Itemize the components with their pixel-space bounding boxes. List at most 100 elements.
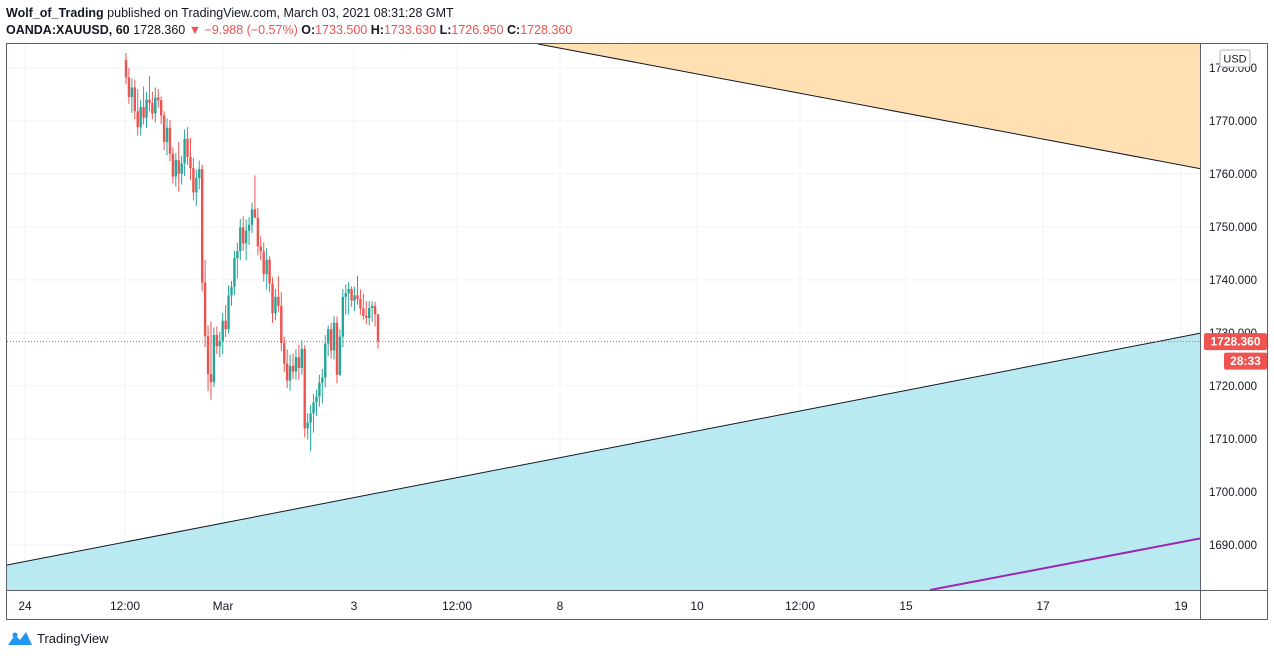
candle bbox=[324, 335, 327, 388]
candle-body bbox=[303, 348, 306, 429]
price-tick-label: 1740.000 bbox=[1209, 275, 1257, 287]
footer-branding[interactable]: TradingView bbox=[7, 628, 109, 648]
price-axis[interactable]: 1780.0001770.0001760.0001750.0001740.000… bbox=[1209, 63, 1257, 552]
candle-body bbox=[145, 99, 148, 118]
candles-group bbox=[124, 53, 380, 452]
candle bbox=[186, 127, 189, 165]
candle bbox=[221, 312, 224, 355]
candle bbox=[139, 99, 142, 136]
candle bbox=[177, 142, 180, 192]
candle-body bbox=[256, 217, 260, 247]
author-name[interactable]: Wolf_of_Trading bbox=[6, 6, 104, 20]
candle bbox=[326, 325, 330, 357]
candle-body bbox=[165, 127, 169, 143]
candle-body bbox=[195, 178, 198, 193]
candle bbox=[256, 207, 260, 256]
candle-body bbox=[350, 288, 353, 301]
candle bbox=[365, 301, 368, 325]
candle bbox=[233, 250, 236, 295]
candle-body bbox=[268, 259, 271, 284]
lower-trend-line[interactable] bbox=[7, 332, 1200, 566]
candle bbox=[171, 147, 175, 184]
purple-trend-line[interactable] bbox=[929, 537, 1200, 591]
candle-body bbox=[189, 156, 192, 169]
candle bbox=[277, 276, 280, 313]
candle bbox=[283, 336, 286, 373]
candle-body bbox=[198, 169, 201, 179]
candle bbox=[236, 242, 239, 279]
candle-body bbox=[139, 107, 142, 128]
candle bbox=[215, 326, 219, 355]
candle-body bbox=[309, 413, 312, 423]
candle-body bbox=[344, 293, 347, 297]
candle bbox=[318, 374, 321, 407]
candle bbox=[148, 75, 151, 112]
down-arrow-icon: ▼ bbox=[188, 23, 202, 37]
candle bbox=[291, 353, 295, 380]
candle-body bbox=[306, 422, 309, 429]
candle bbox=[373, 301, 377, 327]
upper-trend-line[interactable] bbox=[537, 44, 1200, 170]
candle-body bbox=[329, 329, 333, 351]
candle-body bbox=[362, 308, 365, 316]
candle bbox=[265, 248, 268, 290]
candle bbox=[338, 329, 342, 376]
tradingview-logo-icon bbox=[8, 632, 32, 645]
candle bbox=[239, 218, 242, 261]
candle bbox=[315, 389, 318, 417]
candle-body bbox=[262, 251, 265, 275]
candle bbox=[189, 137, 192, 180]
candle bbox=[341, 288, 345, 348]
candle bbox=[168, 119, 172, 162]
candle bbox=[268, 256, 271, 293]
candle bbox=[332, 315, 336, 360]
candle bbox=[288, 354, 292, 391]
candle-body bbox=[236, 251, 239, 259]
candle bbox=[162, 111, 166, 151]
candle bbox=[300, 340, 304, 375]
candle-body bbox=[130, 87, 134, 98]
candle-body bbox=[209, 374, 213, 383]
candle-body bbox=[294, 357, 298, 372]
low-value: 1726.950 bbox=[451, 23, 504, 37]
candle bbox=[368, 301, 371, 326]
candle bbox=[230, 280, 233, 306]
candle-body bbox=[218, 340, 221, 347]
candle-body bbox=[230, 286, 233, 296]
candle bbox=[198, 160, 201, 190]
candle bbox=[309, 404, 312, 452]
candle bbox=[253, 175, 257, 218]
candle-body bbox=[285, 363, 289, 381]
candle-body bbox=[154, 97, 157, 114]
candle bbox=[271, 277, 274, 323]
time-tick-label: 12:00 bbox=[442, 599, 472, 613]
candle-body bbox=[127, 77, 131, 98]
time-tick-label: 17 bbox=[1036, 599, 1050, 613]
candle bbox=[124, 53, 128, 85]
candle-body bbox=[341, 296, 345, 337]
time-tick-label: 15 bbox=[899, 599, 913, 613]
low-label: L: bbox=[439, 23, 452, 37]
candle bbox=[297, 345, 301, 381]
candle bbox=[280, 292, 283, 351]
candle bbox=[145, 91, 148, 128]
candle-body bbox=[365, 315, 368, 319]
candle-body bbox=[227, 295, 230, 330]
candle bbox=[362, 293, 365, 320]
candle-body bbox=[215, 335, 219, 347]
candle-body bbox=[148, 99, 151, 103]
candle bbox=[174, 153, 178, 187]
candle bbox=[142, 86, 145, 125]
bar-countdown-label: 28:33 bbox=[1230, 354, 1261, 368]
time-axis[interactable]: 24 12:00 Mar 3 12:00 8 10 12:00 15 17 19 bbox=[18, 599, 1188, 613]
candle-body bbox=[335, 322, 339, 375]
candle bbox=[227, 285, 230, 334]
candle-body bbox=[206, 336, 210, 375]
candle bbox=[321, 368, 324, 404]
candle-body bbox=[133, 87, 136, 112]
time-tick-label: 3 bbox=[351, 599, 358, 613]
published-info: published on TradingView.com, March 03, … bbox=[107, 6, 454, 20]
currency-button[interactable]: USD bbox=[1219, 49, 1251, 68]
candle bbox=[335, 316, 339, 384]
